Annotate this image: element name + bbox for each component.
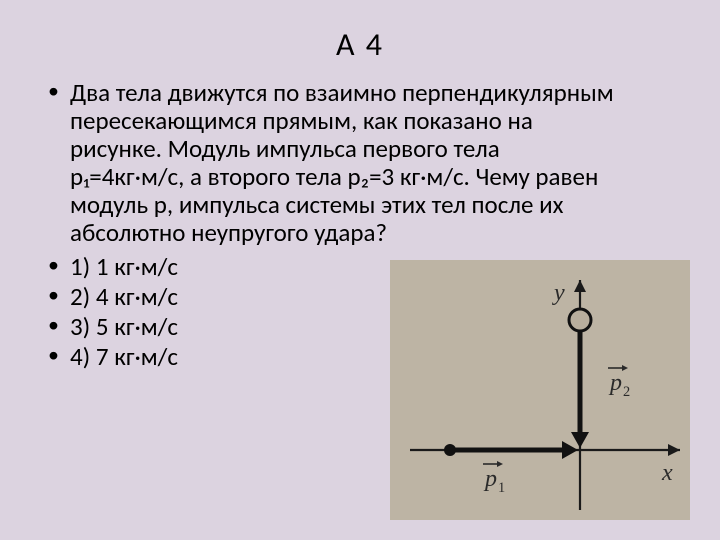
svg-text:1: 1 [498, 480, 505, 496]
svg-text:y: y [552, 280, 565, 306]
problem-line-6: абсолютно неупругого удара? [70, 217, 387, 248]
svg-text:p: p [608, 370, 622, 396]
physics-figure: xyp1p2 [390, 260, 690, 520]
svg-text:2: 2 [623, 384, 630, 400]
problem-statement: Два тела движутся по взаимно перпендикул… [48, 79, 692, 247]
problem-line-4: p₁=4кг·м/с, а второго тела p₂=3 кг·м/с. … [70, 161, 598, 192]
problem-line-2: пересекающимся прямым, как показано на [70, 105, 533, 136]
problem-line-1: Два тела движутся по взаимно перпендикул… [70, 77, 614, 108]
svg-text:p: p [483, 466, 497, 492]
problem-line-3: рисунке. Модуль импульса первого тела [70, 133, 500, 164]
svg-text:x: x [661, 460, 673, 486]
problem-line-5: модуль p, импульса системы этих тел посл… [70, 189, 564, 220]
page-title: А 4 [0, 0, 720, 79]
